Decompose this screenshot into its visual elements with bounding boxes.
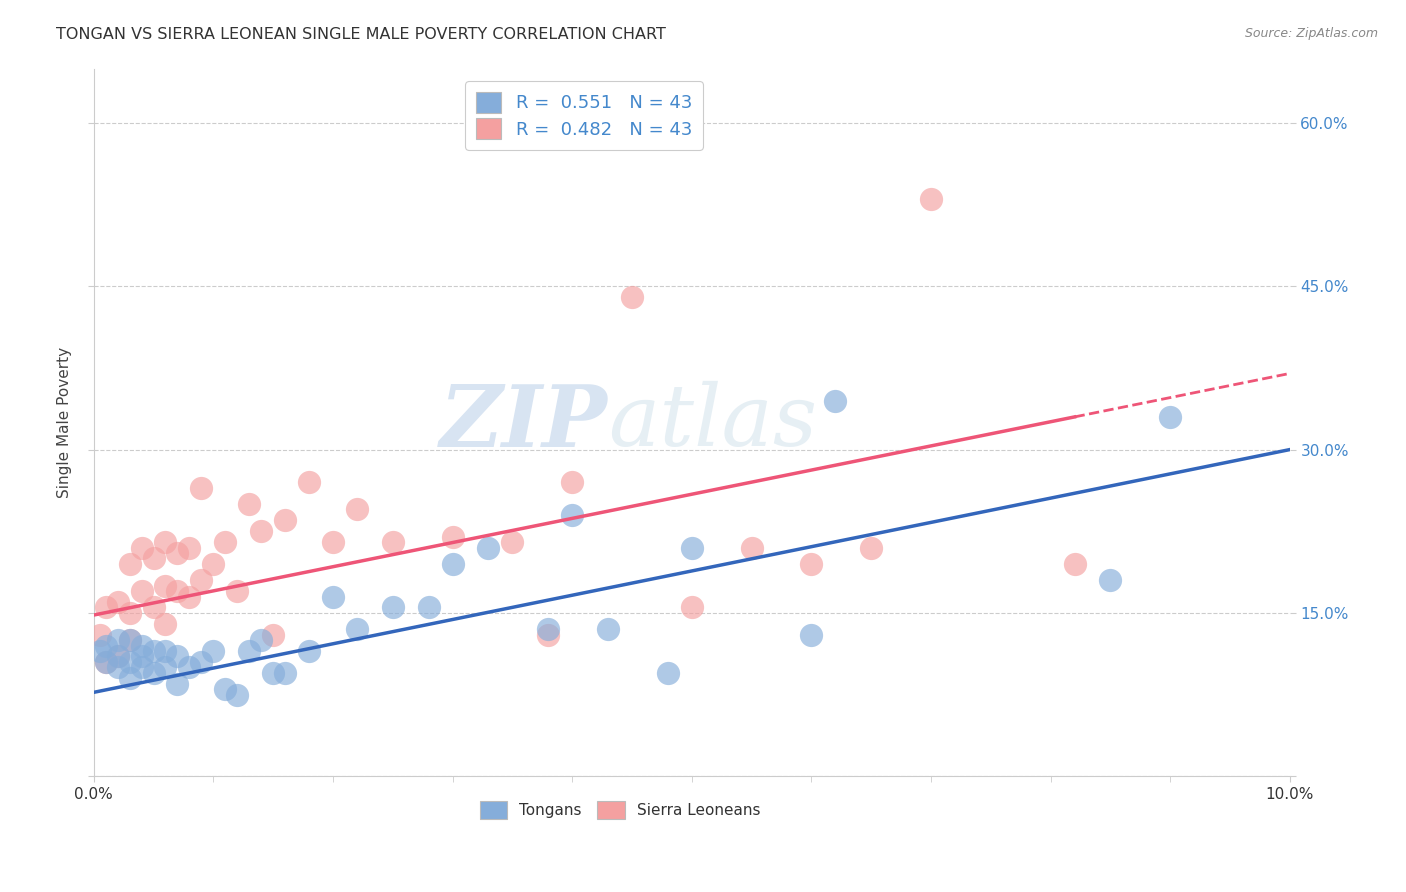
Point — [418, 600, 440, 615]
Point — [142, 644, 165, 658]
Text: Source: ZipAtlas.com: Source: ZipAtlas.com — [1244, 27, 1378, 40]
Point — [214, 682, 236, 697]
Point — [131, 649, 153, 664]
Point — [214, 535, 236, 549]
Point — [262, 627, 284, 641]
Point — [155, 535, 177, 549]
Point — [166, 584, 188, 599]
Point — [441, 530, 464, 544]
Point — [1099, 573, 1122, 587]
Point — [537, 627, 560, 641]
Y-axis label: Single Male Poverty: Single Male Poverty — [58, 347, 72, 498]
Point — [131, 639, 153, 653]
Point — [166, 649, 188, 664]
Point — [920, 192, 942, 206]
Point — [657, 665, 679, 680]
Point — [94, 600, 117, 615]
Point — [107, 633, 129, 648]
Point — [298, 475, 321, 490]
Text: atlas: atlas — [607, 381, 817, 464]
Point — [250, 524, 273, 539]
Point — [501, 535, 523, 549]
Point — [824, 393, 846, 408]
Point — [381, 600, 404, 615]
Point — [131, 660, 153, 674]
Point — [238, 644, 260, 658]
Point — [190, 481, 212, 495]
Point — [346, 502, 368, 516]
Point — [166, 676, 188, 690]
Point — [681, 541, 703, 555]
Point — [322, 590, 344, 604]
Point — [155, 660, 177, 674]
Point — [118, 633, 141, 648]
Point — [118, 655, 141, 669]
Point — [274, 665, 297, 680]
Point — [190, 655, 212, 669]
Point — [262, 665, 284, 680]
Point — [346, 622, 368, 636]
Point — [681, 600, 703, 615]
Point — [537, 622, 560, 636]
Point — [94, 639, 117, 653]
Point — [118, 606, 141, 620]
Point — [238, 497, 260, 511]
Point — [561, 475, 583, 490]
Point — [179, 590, 201, 604]
Point — [142, 600, 165, 615]
Point — [107, 595, 129, 609]
Point — [118, 633, 141, 648]
Point — [381, 535, 404, 549]
Point — [155, 616, 177, 631]
Point — [226, 688, 249, 702]
Point — [561, 508, 583, 522]
Point — [741, 541, 763, 555]
Point — [800, 557, 823, 571]
Point — [322, 535, 344, 549]
Point — [250, 633, 273, 648]
Point — [118, 557, 141, 571]
Point — [202, 557, 225, 571]
Point — [860, 541, 883, 555]
Point — [118, 671, 141, 685]
Point — [441, 557, 464, 571]
Text: ZIP: ZIP — [440, 381, 607, 464]
Point — [298, 644, 321, 658]
Point — [142, 551, 165, 566]
Point — [94, 655, 117, 669]
Point — [166, 546, 188, 560]
Point — [596, 622, 619, 636]
Point — [131, 541, 153, 555]
Point — [620, 290, 643, 304]
Point — [94, 655, 117, 669]
Point — [179, 660, 201, 674]
Point — [142, 665, 165, 680]
Point — [155, 579, 177, 593]
Point — [179, 541, 201, 555]
Point — [477, 541, 499, 555]
Point — [274, 513, 297, 527]
Point — [89, 644, 111, 658]
Point — [226, 584, 249, 599]
Legend: Tongans, Sierra Leoneans: Tongans, Sierra Leoneans — [474, 796, 766, 825]
Point — [202, 644, 225, 658]
Point — [155, 644, 177, 658]
Point — [1159, 409, 1181, 424]
Point — [190, 573, 212, 587]
Point — [1063, 557, 1085, 571]
Point — [107, 660, 129, 674]
Point — [800, 627, 823, 641]
Point — [107, 649, 129, 664]
Point — [131, 584, 153, 599]
Point — [107, 649, 129, 664]
Text: TONGAN VS SIERRA LEONEAN SINGLE MALE POVERTY CORRELATION CHART: TONGAN VS SIERRA LEONEAN SINGLE MALE POV… — [56, 27, 666, 42]
Point — [89, 627, 111, 641]
